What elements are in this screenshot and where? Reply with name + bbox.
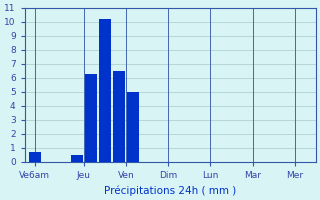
Bar: [85, 74, 97, 162]
Bar: [113, 71, 125, 162]
Bar: [28, 152, 41, 162]
Bar: [127, 92, 139, 162]
X-axis label: Précipitations 24h ( mm ): Précipitations 24h ( mm ): [104, 185, 236, 196]
Bar: [71, 155, 83, 162]
Bar: [99, 19, 111, 162]
